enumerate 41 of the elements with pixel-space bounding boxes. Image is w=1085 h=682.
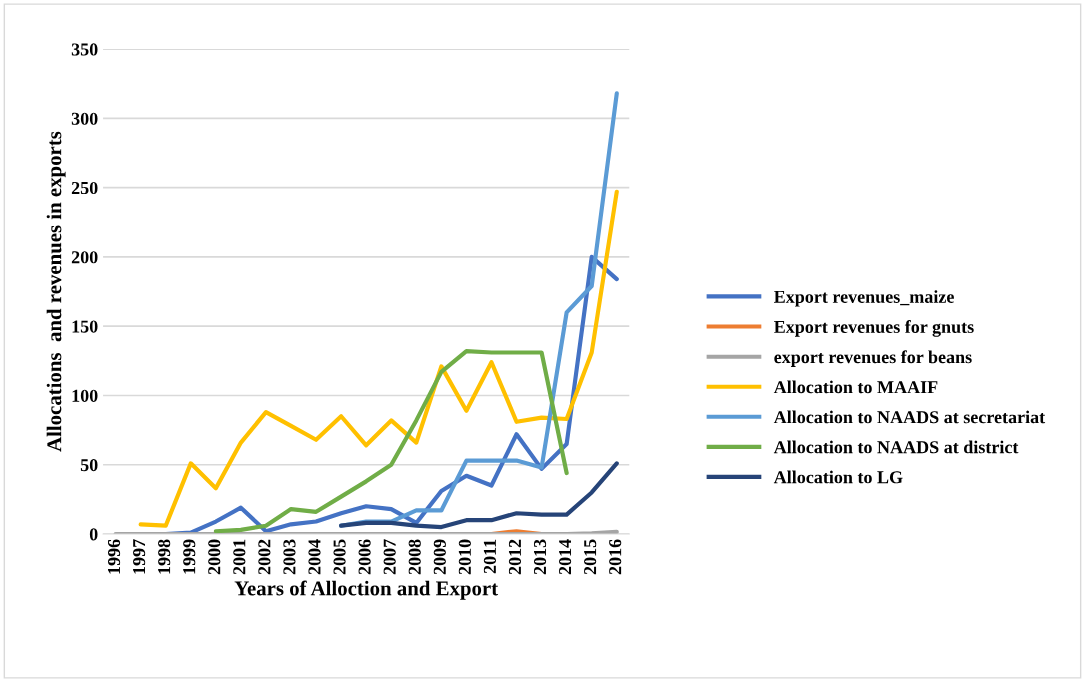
x-tick-label: 2001 <box>233 539 246 575</box>
legend-label: Allocation to LG <box>773 470 903 484</box>
x-tick-label: 2011 <box>483 539 496 574</box>
x-tick-label: 2004 <box>308 539 321 575</box>
y-tick-label: 200 <box>71 251 98 264</box>
legend-label: Allocation to MAAIF <box>773 380 938 394</box>
x-tick-label: 2016 <box>609 539 622 575</box>
x-tick-label: 2010 <box>458 539 471 575</box>
line-series <box>138 189 619 528</box>
x-tick-label: 1996 <box>107 539 121 574</box>
legend-label: Allocation to NAADS at district <box>773 440 1019 454</box>
x-tick-label: 2005 <box>333 539 346 575</box>
y-tick-label: 0 <box>89 528 98 541</box>
x-tick-label: 2003 <box>283 539 296 575</box>
legend-label: Allocation to NAADS at secretariat <box>773 410 1046 424</box>
x-tick-label: 2002 <box>258 539 271 575</box>
y-tick-label: 250 <box>71 181 98 195</box>
x-tick-label: 1999 <box>183 539 196 574</box>
x-tick-label: 2000 <box>208 539 221 575</box>
x-tick-label: 2009 <box>433 539 446 575</box>
y-tick-label: 350 <box>71 43 98 56</box>
x-tick-label: 2014 <box>558 539 572 575</box>
y-axis-title: Allocations and revenues in exports <box>46 131 66 452</box>
x-tick-label: 2012 <box>508 539 522 575</box>
x-axis-title: Years of Alloction and Export <box>234 580 499 600</box>
y-tick-label: 50 <box>80 458 98 472</box>
x-tick-label: 1997 <box>133 539 146 574</box>
x-tick-label: 1998 <box>158 539 171 574</box>
x-tick-label: 2013 <box>533 539 547 575</box>
y-tick-label: 300 <box>71 112 98 125</box>
x-tick-label: 2006 <box>358 539 371 575</box>
x-tick-label: 2007 <box>383 539 396 575</box>
x-tick-label: 2015 <box>584 539 597 575</box>
legend-label: Export revenues_maize <box>774 290 954 307</box>
line-series <box>339 461 619 530</box>
y-tick-label: 150 <box>72 320 98 333</box>
line-series <box>213 349 569 534</box>
legend-label: export revenues for beans <box>774 350 972 367</box>
x-tick-label: 2008 <box>408 539 421 575</box>
legend-label: Export revenues for gnuts <box>774 320 974 337</box>
y-tick-label: 100 <box>72 389 98 402</box>
